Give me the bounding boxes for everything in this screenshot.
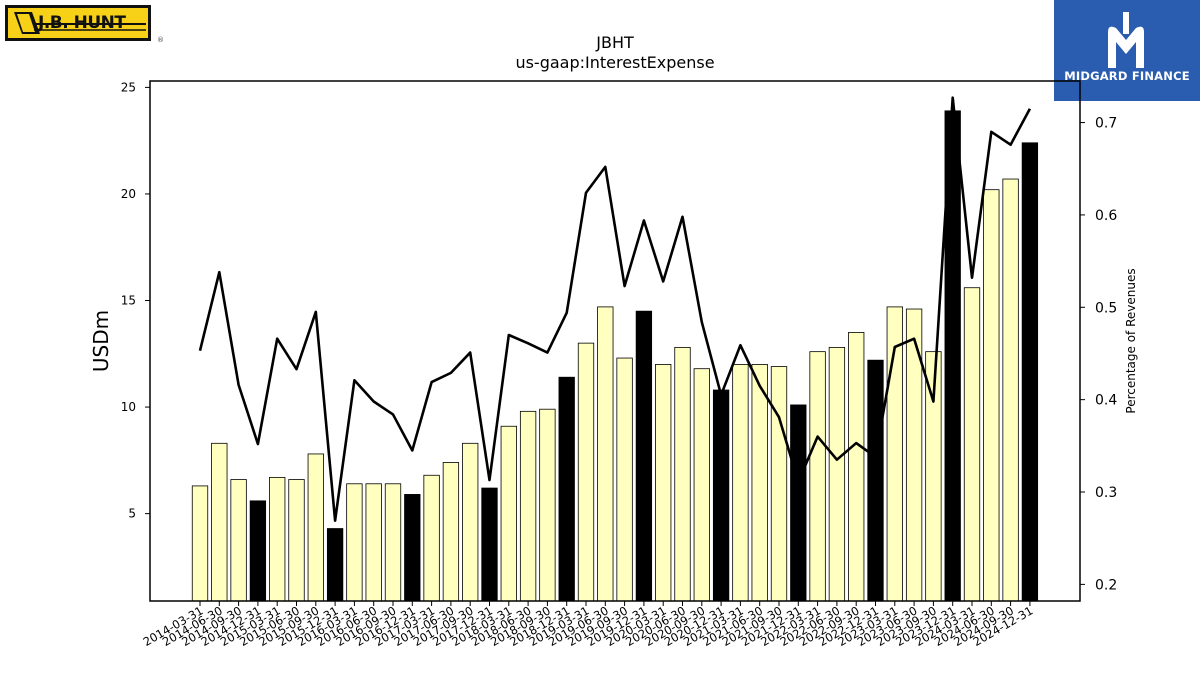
bar-2014-12-31: [249, 500, 267, 602]
bar-2018-09-30: [539, 408, 556, 602]
left-y-tick-label: 15: [121, 294, 136, 308]
midgard-m-icon: [1108, 12, 1144, 69]
bar-2019-03-31: [577, 342, 595, 602]
bar-2020-03-31: [655, 364, 672, 602]
right-y-tick-label: 0.6: [1095, 208, 1117, 224]
x-axis: 2014-03-312014-06-302014-09-302014-12-31…: [141, 601, 1035, 649]
bar-2019-09-30: [616, 357, 633, 602]
bar-2020-12-31: [712, 389, 730, 602]
bar-2016-03-31: [346, 483, 363, 602]
left-y-tick-label: 25: [121, 80, 136, 94]
bar-2022-06-30: [828, 346, 846, 602]
bar-2014-03-31: [191, 485, 209, 602]
bar-2021-09-30: [770, 366, 788, 602]
jb-hunt-logo: J.B. HUNT: [5, 5, 151, 41]
chart-title: JBHT: [595, 33, 634, 52]
bar-2015-09-30: [307, 453, 324, 602]
bar-2014-09-30: [230, 479, 247, 602]
bar-2016-06-30: [365, 483, 382, 602]
bar-2017-03-31: [423, 474, 440, 602]
right-axis-label: Percentage of Revenues: [1124, 268, 1138, 413]
bar-2014-06-30: [211, 442, 228, 602]
bar-2015-03-31: [269, 476, 286, 602]
right-y-tick-label: 0.2: [1095, 577, 1117, 593]
midgard-finance-logo-text: MIDGARD FINANCE: [1064, 69, 1190, 83]
chart-subtitle: us-gaap:InterestExpense: [515, 53, 714, 72]
bar-2021-03-31: [732, 364, 749, 602]
left-y-tick-label: 5: [128, 507, 136, 521]
bar-2024-06-30: [983, 189, 1000, 602]
bar-2019-12-31: [635, 310, 653, 602]
bar-2024-09-30: [1002, 178, 1019, 602]
bar-series: [191, 110, 1039, 602]
right-y-tick-label: 0.5: [1095, 300, 1117, 316]
right-y-axis: 0.2 0.3 0.4 0.5 0.6 0.7: [1080, 116, 1117, 593]
bar-2017-12-31: [481, 487, 498, 602]
left-y-tick-label: 20: [121, 187, 136, 201]
bar-2018-03-31: [500, 425, 517, 602]
jb-hunt-stripes-icon: [14, 12, 146, 34]
bar-2024-03-31: [963, 287, 981, 602]
registered-mark: ®: [157, 36, 164, 44]
bar-2018-12-31: [558, 376, 575, 602]
bar-2015-12-31: [326, 528, 344, 602]
left-axis-label: USDm: [89, 310, 113, 372]
bar-2020-09-30: [693, 368, 710, 602]
bar-2022-03-31: [809, 351, 826, 602]
left-y-axis: 5 10 15 20 25: [121, 80, 150, 521]
bar-2022-09-30: [848, 332, 865, 602]
right-y-tick-label: 0.3: [1095, 485, 1117, 501]
jb-hunt-logo-text: J.B. HUNT: [38, 13, 126, 33]
left-y-tick-label: 10: [121, 400, 136, 414]
bar-2021-12-31: [790, 404, 807, 602]
bar-2021-06-30: [751, 364, 768, 602]
bar-2016-09-30: [384, 483, 402, 602]
bar-2019-06-30: [597, 306, 614, 602]
bar-2017-06-30: [442, 462, 460, 602]
bar-2017-09-30: [462, 442, 479, 602]
midgard-finance-logo: MIDGARD FINANCE: [1054, 0, 1200, 101]
bar-2022-12-31: [867, 359, 884, 602]
plot-frame: [149, 80, 1081, 602]
right-y-tick-label: 0.7: [1095, 116, 1117, 132]
bar-2015-06-30: [288, 479, 305, 602]
bar-2016-12-31: [404, 494, 421, 602]
bar-2024-12-31: [1021, 142, 1039, 602]
line-series: [198, 96, 1032, 522]
right-y-tick-label: 0.4: [1095, 393, 1117, 409]
percentage-of-revenues-line: [198, 96, 1032, 522]
bar-2020-06-30: [674, 346, 691, 602]
bar-2018-06-30: [519, 410, 537, 602]
